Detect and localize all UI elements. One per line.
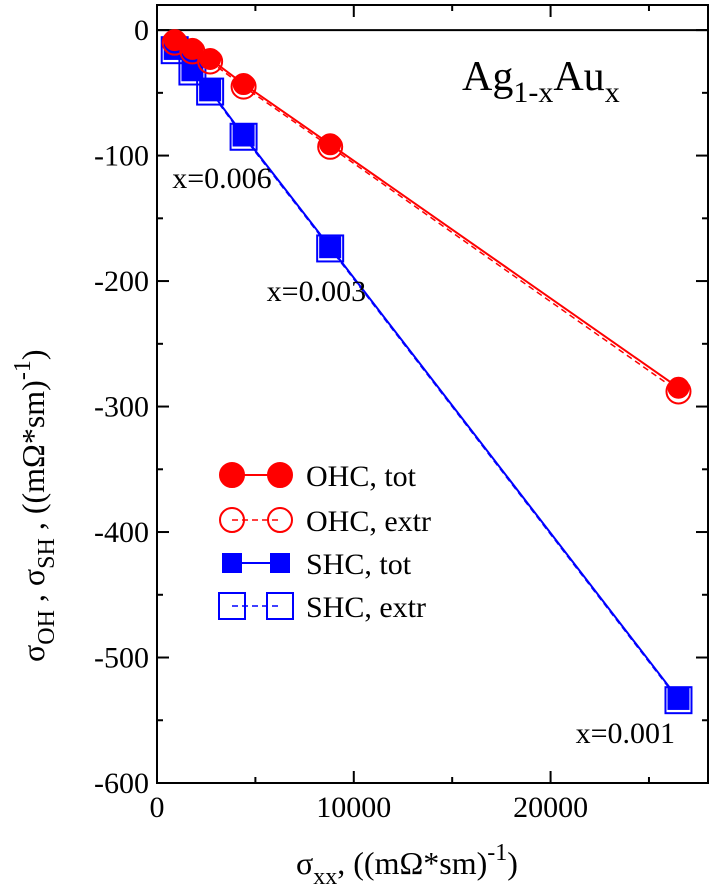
data-point-shc-extr [229, 122, 258, 151]
series-layer [160, 29, 693, 715]
data-point-ohc-extr [161, 29, 188, 56]
series-ohc-extr [161, 29, 692, 405]
y-tick-label: -100 [94, 140, 149, 173]
legend-marker-ohc-extr [219, 507, 245, 533]
data-point-shc-extr [316, 234, 345, 263]
legend-marker-ohc-tot [219, 462, 245, 488]
data-point-ohc-extr [665, 378, 692, 405]
legend-entry-ohc-extr: OHC, extr [219, 505, 431, 538]
legend-label-shc-tot: SHC, tot [306, 548, 412, 581]
plot-frame [156, 4, 709, 784]
data-point-shc-extr [196, 77, 225, 106]
annotation-label: x=0.006 [172, 162, 271, 195]
legend-marker-ohc-tot [267, 462, 293, 488]
y-tick-label: -600 [94, 767, 149, 800]
x-axis-label: σxx, ((mΩ*sm)-1) [296, 840, 518, 890]
y-tick-label: -300 [94, 391, 149, 424]
data-point-shc-tot [232, 124, 255, 147]
legend-entry-shc-tot: SHC, tot [222, 548, 412, 581]
y-tick-label: -500 [94, 642, 149, 675]
y-tick-label: -200 [94, 265, 149, 298]
data-point-shc-extr [664, 686, 693, 715]
legend-entry-shc-extr: SHC, extr [218, 591, 426, 624]
plot-border [156, 4, 709, 784]
legend: OHC, tot OHC, extr SHC, tot SHC, extr [218, 460, 431, 624]
series-line-ohc-extr [174, 41, 679, 393]
legend-marker-shc-extr [266, 592, 294, 620]
legend-label-ohc-tot: OHC, tot [306, 460, 417, 493]
y-tick-label: -400 [94, 516, 149, 549]
series-line-shc-extr [174, 49, 680, 701]
y-axis-label: σOH , σSH , ((mΩ*sm)-1) [10, 350, 60, 663]
data-point-ohc-extr [197, 48, 224, 75]
data-point-ohc-extr [230, 73, 257, 100]
legend-marker-shc-tot [222, 553, 242, 573]
data-point-ohc-extr [317, 133, 344, 160]
axes: 0 10000 20000 0 -100 -200 -300 -400 -500 -600 [94, 5, 708, 824]
y-tick-label: 0 [134, 14, 149, 47]
legend-entry-ohc-tot: OHC, tot [219, 460, 417, 493]
x-tick-label: 10000 [316, 791, 391, 824]
legend-label-ohc-extr: OHC, extr [306, 505, 431, 538]
x-tick-label: 20000 [513, 791, 588, 824]
data-point-ohc-tot [667, 376, 690, 399]
chart-title: Ag1-xAux [462, 54, 620, 109]
annotations: x=0.006 x=0.003 x=0.001 [172, 162, 675, 750]
legend-marker-shc-extr [218, 592, 246, 620]
legend-label-shc-extr: SHC, extr [306, 591, 426, 624]
annotation-label: x=0.001 [576, 717, 675, 750]
annotation-label: x=0.003 [267, 275, 366, 308]
legend-marker-ohc-extr [267, 507, 293, 533]
x-tick-label: 0 [150, 791, 165, 824]
legend-marker-shc-tot [270, 553, 290, 573]
